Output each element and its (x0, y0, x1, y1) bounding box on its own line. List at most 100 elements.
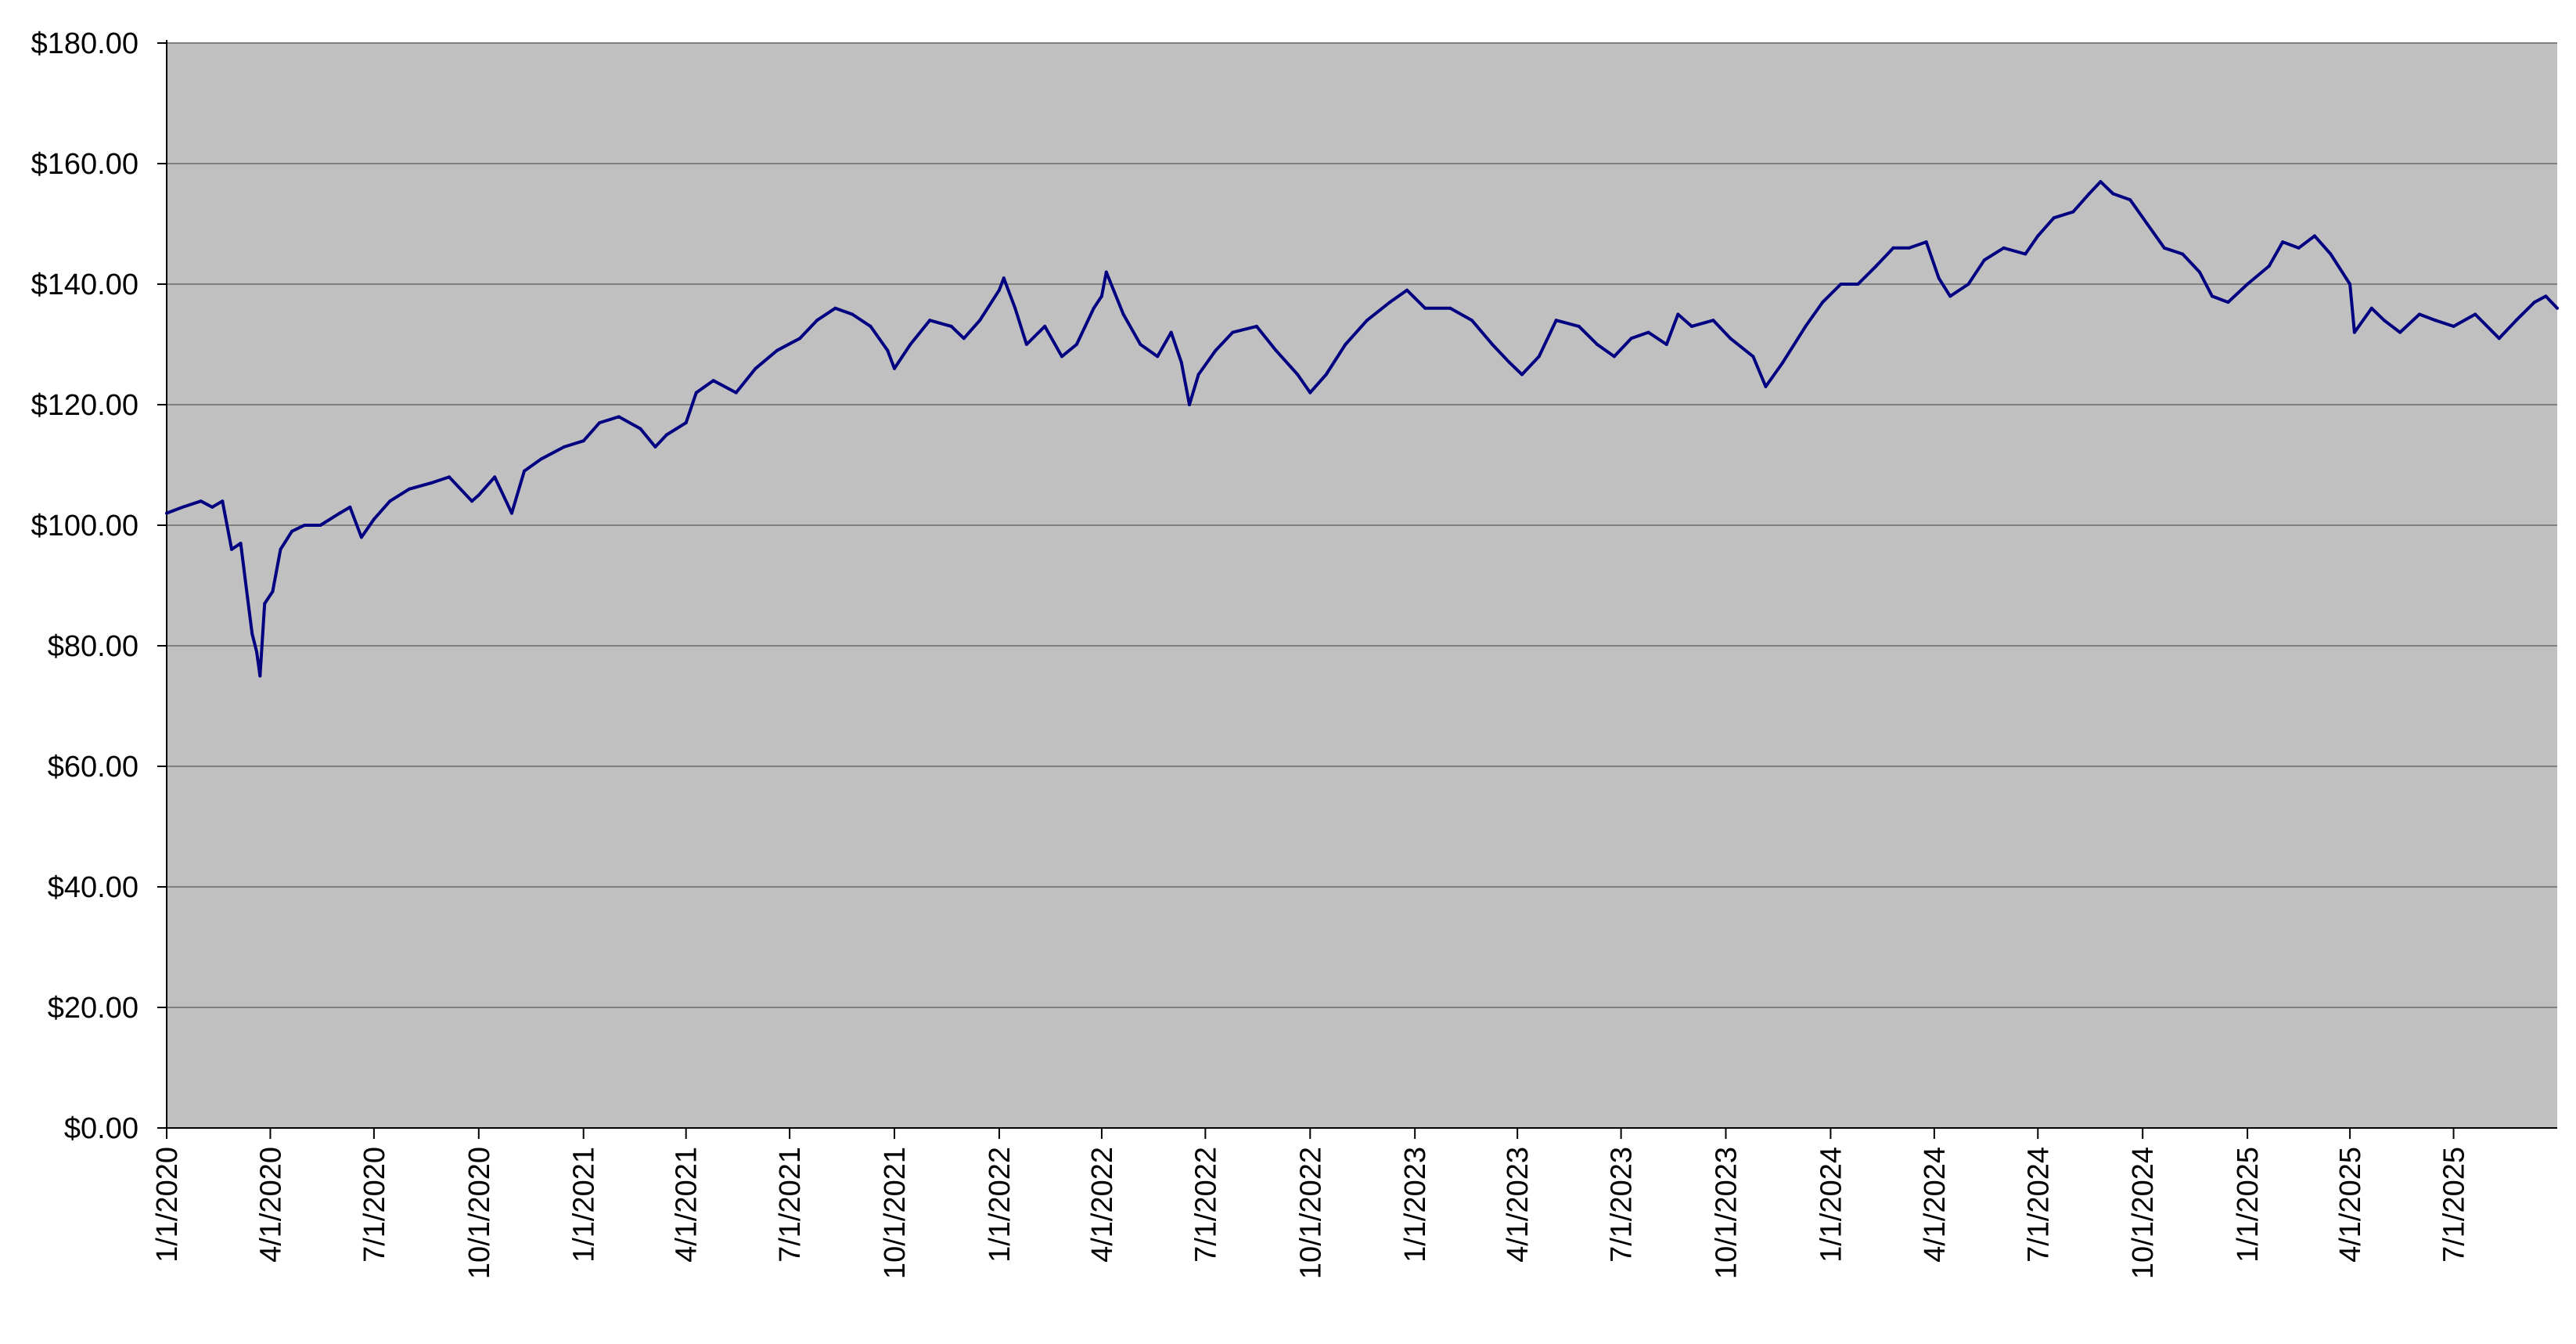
data-point (949, 324, 953, 328)
data-point (1508, 361, 1511, 365)
data-point (581, 439, 585, 443)
y-tick-label: $80.00 (48, 630, 139, 663)
data-point (1891, 246, 1895, 250)
data-point (255, 650, 258, 654)
data-point (1196, 373, 1200, 377)
data-point (263, 602, 267, 606)
data-point (1804, 324, 1808, 328)
data-point (598, 421, 602, 425)
data-point (1188, 403, 1191, 406)
x-tick-label: 7/1/2020 (358, 1147, 391, 1263)
data-point (1577, 324, 1581, 328)
data-point (2267, 264, 2271, 268)
x-tick-label: 1/1/2021 (568, 1147, 601, 1263)
y-tick-label: $120.00 (31, 389, 139, 422)
x-tick-label: 4/1/2024 (1919, 1147, 1952, 1263)
data-point (1646, 330, 1650, 334)
data-point (617, 415, 621, 419)
data-point (2398, 330, 2402, 334)
data-point (1982, 258, 1986, 262)
data-point (928, 319, 932, 322)
data-point (230, 547, 233, 551)
data-point (711, 379, 715, 383)
data-point (563, 445, 566, 449)
data-point (2002, 246, 2006, 250)
data-point (2417, 312, 2421, 316)
data-point (448, 475, 451, 479)
data-point (2452, 324, 2455, 328)
x-tick-label: 4/1/2020 (254, 1147, 287, 1263)
data-point (1324, 373, 1328, 377)
data-point (2544, 294, 2548, 298)
data-point (493, 475, 497, 479)
data-point (2369, 306, 2373, 310)
data-point (1491, 343, 1495, 346)
data-point (2146, 222, 2149, 225)
x-tick-label: 4/1/2021 (671, 1147, 703, 1263)
data-point (359, 535, 363, 539)
x-tick-label: 1/1/2022 (984, 1147, 1016, 1263)
data-point (639, 427, 642, 431)
data-point (1537, 355, 1541, 359)
data-point (1907, 246, 1911, 250)
data-point (664, 433, 668, 437)
data-point (1448, 306, 1452, 310)
y-tick-label: $100.00 (31, 510, 139, 542)
plot-area (167, 43, 2557, 1128)
x-tick-label: 4/1/2025 (2334, 1147, 2367, 1263)
data-point (408, 487, 411, 491)
data-point (851, 312, 854, 316)
data-point (815, 319, 819, 322)
data-point (1043, 324, 1047, 328)
data-point (1821, 301, 1825, 304)
data-point (246, 596, 250, 600)
data-point (1612, 355, 1616, 359)
data-point (775, 348, 779, 352)
data-point (338, 511, 342, 515)
data-point (2382, 319, 2386, 322)
data-point (2246, 283, 2250, 286)
x-axis-tick-labels: 1/1/2020 4/1/2020 7/1/2020 10/1/2020 1/1/202… (151, 1128, 2471, 1279)
data-point (1596, 343, 1599, 346)
data-point (1156, 355, 1160, 359)
data-point (1296, 373, 1300, 377)
data-point (1520, 373, 1524, 377)
data-point (1388, 301, 1392, 304)
data-point (1002, 276, 1006, 280)
data-point (2313, 234, 2316, 238)
data-point (1092, 306, 1096, 310)
data-point (372, 517, 376, 521)
data-point (165, 511, 168, 515)
data-point (1966, 283, 1970, 286)
data-point (1729, 337, 1732, 341)
data-point (653, 445, 657, 449)
y-tick-label: $140.00 (31, 268, 139, 301)
data-point (221, 499, 225, 503)
data-point (2297, 246, 2301, 250)
data-point (2352, 330, 2356, 334)
data-point (2128, 198, 2132, 202)
data-point (239, 542, 243, 546)
x-tick-label: 10/1/2023 (1711, 1147, 1743, 1279)
data-point (2532, 301, 2536, 304)
x-tick-label: 10/1/2022 (1294, 1147, 1327, 1279)
data-point (684, 421, 688, 425)
data-point (2514, 319, 2518, 322)
data-point (1711, 319, 1715, 322)
data-point (258, 674, 262, 678)
data-point (962, 337, 966, 341)
data-point (2111, 192, 2115, 196)
data-point (271, 589, 275, 593)
data-point (1948, 294, 1952, 298)
x-tick-label: 7/1/2025 (2438, 1147, 2471, 1263)
data-point (181, 505, 185, 509)
data-point (754, 366, 757, 370)
x-tick-label: 7/1/2021 (774, 1147, 807, 1263)
data-point (1121, 312, 1125, 316)
x-tick-label: 1/1/2024 (1815, 1147, 1847, 1263)
data-point (348, 505, 352, 509)
data-point (1344, 343, 1347, 346)
data-point (2087, 192, 2091, 196)
data-point (290, 529, 294, 533)
